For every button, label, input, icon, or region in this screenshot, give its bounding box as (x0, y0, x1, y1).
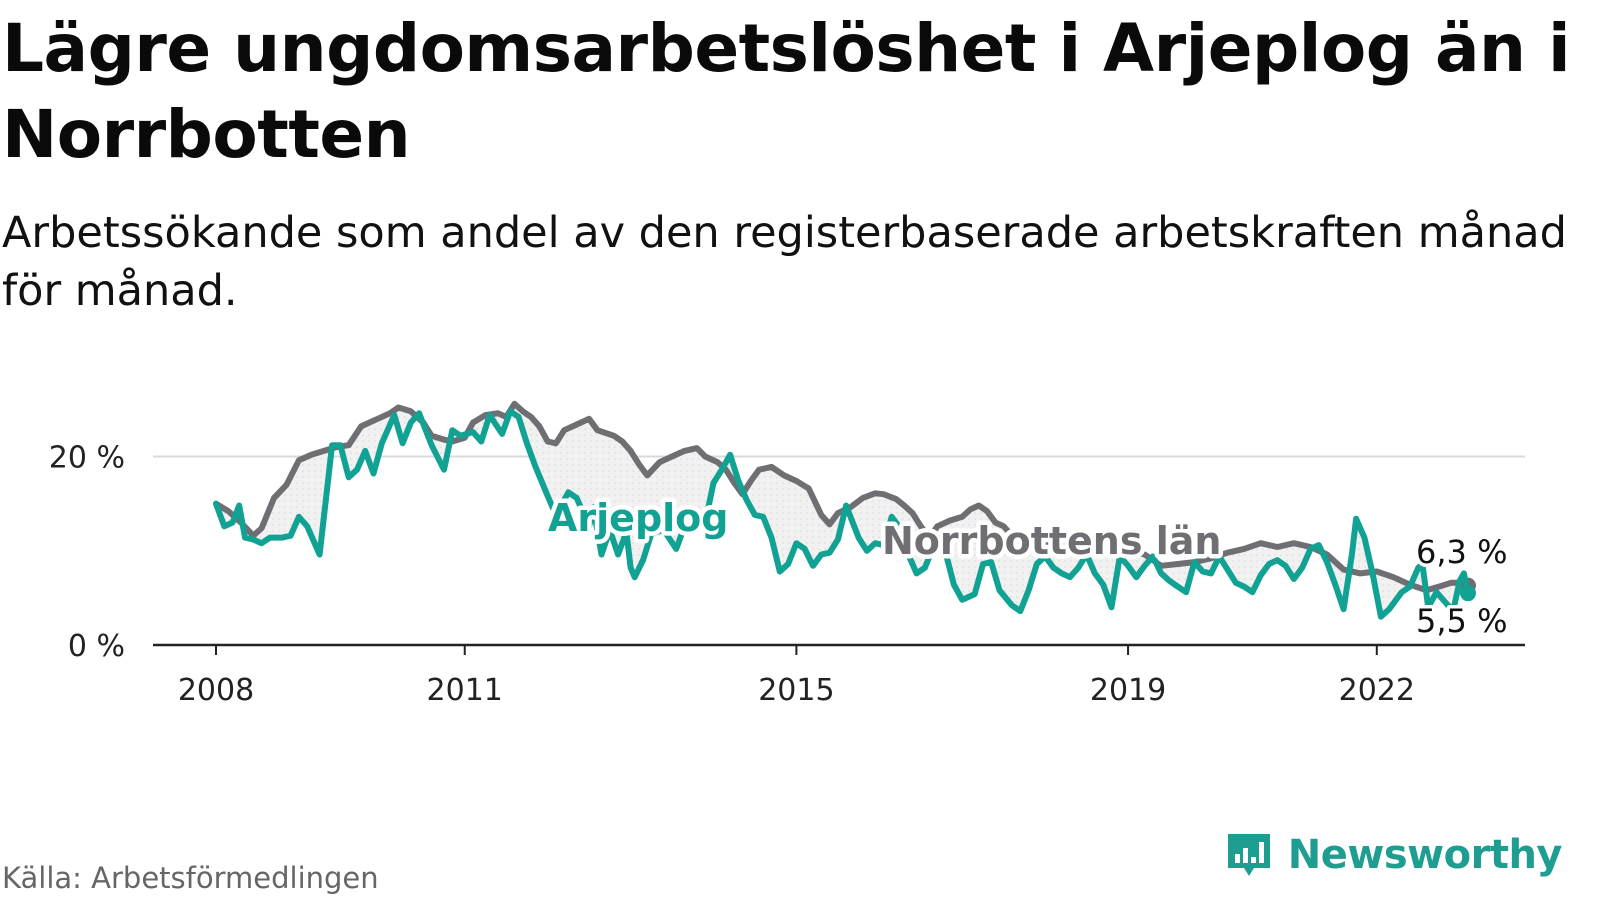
arjeplog-end-label: 5,5 % (1416, 602, 1507, 640)
x-tick-label: 2022 (1339, 673, 1415, 708)
x-tick-label: 2019 (1090, 673, 1166, 708)
y-tick-label: 0 % (68, 629, 125, 664)
brand-name: Newsworthy (1287, 832, 1563, 878)
arjeplog-series-label: Arjeplog (548, 496, 728, 540)
source-note: Källa: Arbetsförmedlingen (2, 861, 379, 895)
axis-layer: 0 % 20 % 2008 2011 2015 2019 2022 (49, 441, 1525, 708)
arjeplog-end-point (1460, 585, 1476, 602)
x-tick-label: 2008 (178, 673, 254, 708)
chart-title: Lägre ungdomsarbetslöshet i Arjeplog än … (2, 10, 1571, 173)
chart-subtitle: Arbetssökande som andel av den registerb… (2, 208, 1567, 316)
x-tick-label: 2011 (427, 673, 503, 708)
y-tick-label: 20 % (49, 441, 125, 476)
newsworthy-bar-chart-icon (1227, 834, 1270, 876)
norrbotten-end-label-halo: 6,3 % (1416, 533, 1507, 571)
arjeplog-line (213, 408, 1471, 620)
norrbotten-series-label-halo: Norrbottens län (882, 519, 1221, 563)
norrbotten-end-label: 6,3 % (1416, 533, 1507, 571)
arjeplog-series-label-halo: Arjeplog (548, 496, 728, 540)
series-layer (213, 400, 1476, 620)
x-tick-label: 2015 (758, 673, 834, 708)
brand-logo[interactable]: Newsworthy (1224, 826, 1563, 884)
norrbotten-series-label: Norrbottens län (882, 519, 1221, 563)
arjeplog-end-label-halo: 5,5 % (1416, 602, 1507, 640)
line-chart: 0 %20 %2008 2011 2015 2019 2022 ArjeplogArje… (49, 400, 1525, 708)
